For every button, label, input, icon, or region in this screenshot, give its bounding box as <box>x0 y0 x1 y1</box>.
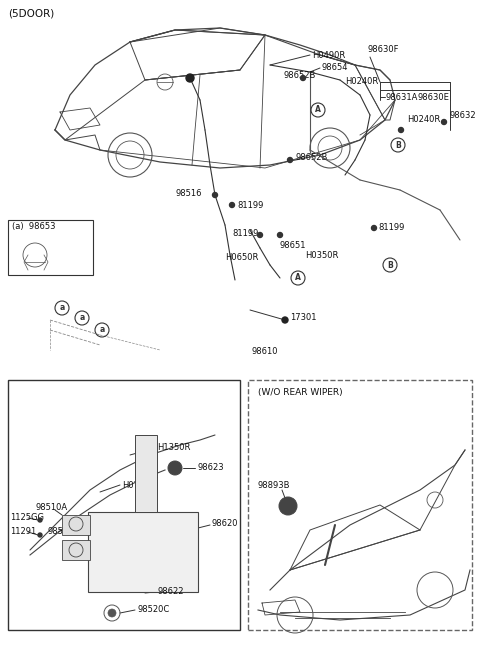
Text: 98620: 98620 <box>212 520 239 529</box>
Circle shape <box>300 75 305 81</box>
Text: 81199: 81199 <box>378 224 404 232</box>
Text: 98610: 98610 <box>252 348 278 356</box>
Text: 98630F: 98630F <box>368 45 399 54</box>
Text: 98632: 98632 <box>450 110 477 119</box>
Circle shape <box>282 317 288 323</box>
Text: H0240R: H0240R <box>345 77 378 87</box>
Text: (a)  98653: (a) 98653 <box>12 222 56 230</box>
Text: 98520C: 98520C <box>137 605 169 615</box>
Text: A: A <box>315 106 321 115</box>
Circle shape <box>288 157 292 163</box>
Bar <box>135 435 157 512</box>
Circle shape <box>38 533 42 537</box>
Text: 98516: 98516 <box>175 188 202 197</box>
Circle shape <box>38 518 42 522</box>
Circle shape <box>398 127 404 133</box>
Text: H0490R: H0490R <box>312 51 345 60</box>
Text: 11291: 11291 <box>10 527 36 537</box>
Circle shape <box>229 203 235 207</box>
Circle shape <box>442 119 446 125</box>
Circle shape <box>186 74 194 82</box>
Text: (W/O REAR WIPER): (W/O REAR WIPER) <box>258 388 343 396</box>
Text: a: a <box>79 314 84 323</box>
Circle shape <box>257 232 263 237</box>
Text: B: B <box>395 140 401 150</box>
Text: 17301: 17301 <box>290 314 316 323</box>
Text: 98630E: 98630E <box>418 92 450 102</box>
Text: B: B <box>387 260 393 270</box>
Circle shape <box>283 501 293 511</box>
Bar <box>62 540 90 560</box>
Text: 98652B: 98652B <box>295 152 327 161</box>
Text: 98622: 98622 <box>157 588 183 596</box>
Text: 81199: 81199 <box>232 228 258 237</box>
Text: 1125GG: 1125GG <box>10 514 44 522</box>
Text: H0650R: H0650R <box>225 253 258 262</box>
Circle shape <box>171 464 179 472</box>
Text: 98623: 98623 <box>197 464 224 472</box>
Bar <box>248 380 472 630</box>
Circle shape <box>108 609 116 617</box>
Text: H1350R: H1350R <box>157 443 191 453</box>
Text: H0790R: H0790R <box>122 480 156 489</box>
Text: H0350R: H0350R <box>305 251 338 260</box>
Circle shape <box>213 192 217 197</box>
Bar <box>88 512 198 592</box>
Circle shape <box>279 497 297 515</box>
Circle shape <box>372 226 376 230</box>
Text: 98893B: 98893B <box>258 480 290 489</box>
Text: H0240R: H0240R <box>407 115 440 125</box>
Text: 98651: 98651 <box>280 241 307 249</box>
Text: 98652B: 98652B <box>283 70 315 79</box>
Bar <box>62 515 90 535</box>
Text: 98654: 98654 <box>322 64 348 73</box>
Text: (5DOOR): (5DOOR) <box>8 9 54 19</box>
Bar <box>8 380 240 630</box>
Text: 81199: 81199 <box>237 201 264 209</box>
Text: 98631A: 98631A <box>385 92 418 102</box>
Circle shape <box>277 232 283 237</box>
Text: A: A <box>295 274 301 283</box>
Circle shape <box>168 461 182 475</box>
Text: a: a <box>60 304 65 312</box>
Text: 98515A: 98515A <box>48 527 80 537</box>
Text: a: a <box>99 325 105 335</box>
Text: 98510A: 98510A <box>35 502 67 512</box>
Bar <box>8 220 93 275</box>
